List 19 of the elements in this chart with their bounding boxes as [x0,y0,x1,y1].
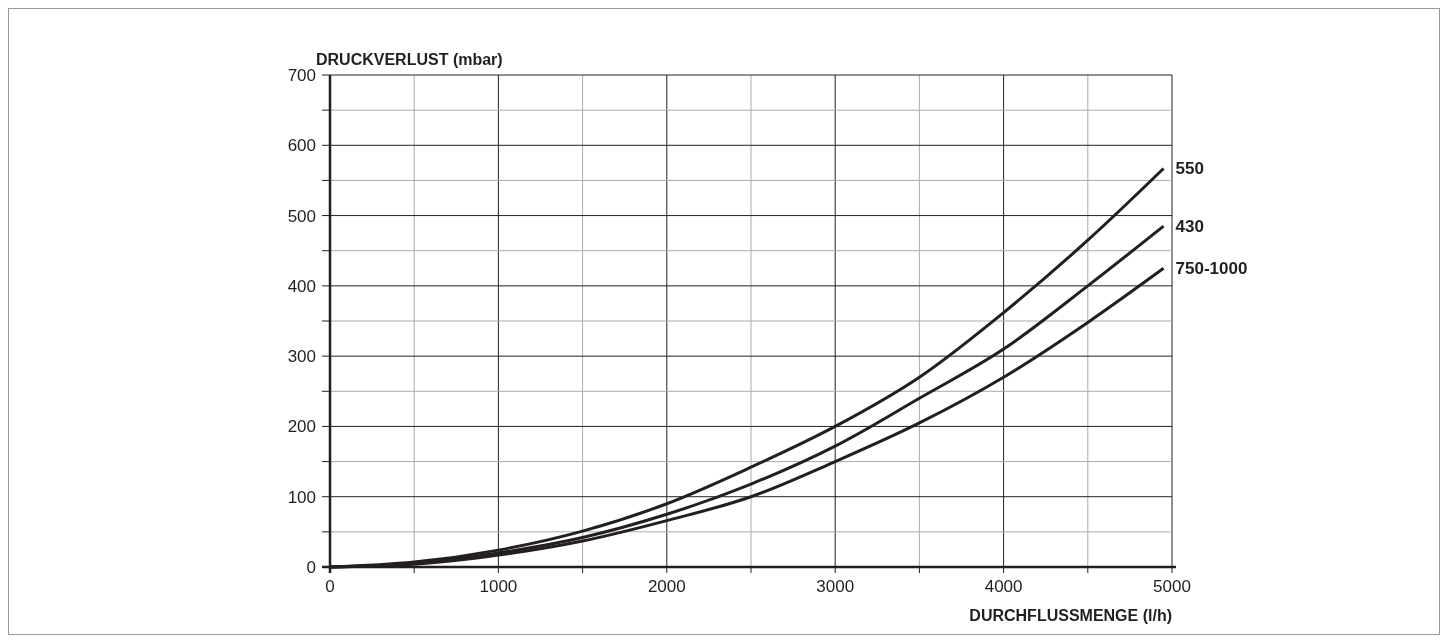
x-axis-title: DURCHFLUSSMENGE (l/h) [969,607,1172,624]
series-label: 550 [1175,159,1204,179]
x-tick-label: 1000 [479,577,518,596]
y-tick-label: 600 [287,136,316,156]
y-axis-title: DRUCKVERLUST (mbar) [316,51,503,68]
y-tick-label: 200 [287,417,316,437]
x-tick-label: 4000 [984,577,1023,596]
y-tick-label: 500 [287,206,316,226]
series-label: 430 [1175,217,1204,237]
y-tick-label: 300 [287,347,316,367]
x-tick-label: 0 [325,577,335,596]
x-tick-label: 2000 [647,577,686,596]
series-label: 750-1000 [1175,259,1248,279]
x-tick-label: 3000 [816,577,855,596]
y-tick-label: 0 [306,558,316,577]
x-tick-label: 5000 [1153,577,1191,596]
y-tick-label: 700 [287,66,316,85]
y-tick-label: 100 [287,487,316,507]
y-tick-label: 400 [287,276,316,296]
